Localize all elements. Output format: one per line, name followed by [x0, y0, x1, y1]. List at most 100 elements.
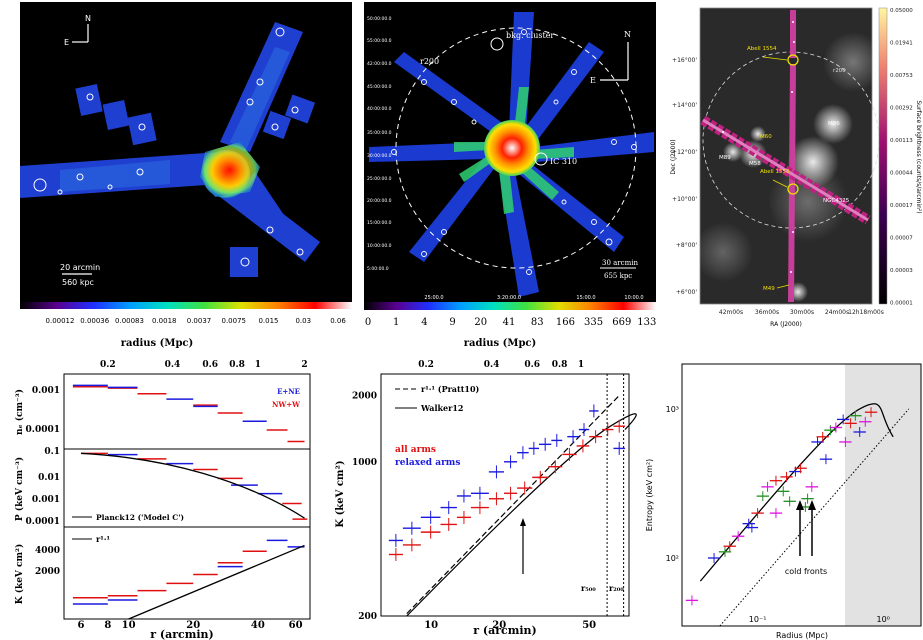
- colorbar-tick: 0.00003: [890, 268, 913, 274]
- y-tick: 0.001: [32, 386, 60, 396]
- dec-tick: 42:00:00.0: [367, 61, 392, 67]
- bottom-axis-tick: 20: [492, 620, 506, 631]
- xray-mosaic-mid-panel: bkg. cluster r200 IC 310 N E 30 arcmin 6…: [364, 2, 656, 302]
- r11-label: r¹·¹: [96, 534, 110, 544]
- dec-tick: 35:00:00.0: [367, 130, 392, 136]
- x-tick: 10⁰: [876, 615, 889, 624]
- ra-tick: 25:00.0: [424, 295, 443, 301]
- bottom-axis-tick: 8: [104, 620, 111, 631]
- legend-pratt: r¹·¹ (Pratt10): [421, 384, 480, 394]
- dec-tick: 55:00:00.0: [367, 38, 392, 44]
- ylabel: Entropy (keV cm²): [645, 459, 654, 532]
- mosaic-left-image: N E 20 arcmin 560 kpc: [20, 14, 320, 287]
- mosaic-mid-image: bkg. cluster r200 IC 310 N E 30 arcmin 6…: [367, 12, 654, 301]
- dec-tick: 50:00:00.0: [367, 16, 392, 22]
- m89-label: M89: [719, 155, 731, 161]
- y-tick: 0.001: [32, 495, 60, 505]
- top-axis-tick: 0.6: [524, 360, 540, 370]
- all-arms-label: all arms: [395, 445, 436, 455]
- colorbar-tick: 1333: [637, 317, 656, 328]
- dec-tick: 10:00:00.0: [367, 243, 392, 249]
- bottom-axis-tick: 10: [424, 620, 438, 631]
- ra-tick: 24m00s: [825, 309, 849, 316]
- xray-mosaic-left-panel: N E 20 arcmin 560 kpc: [20, 2, 352, 302]
- top-axis-tick: 0.6: [202, 360, 218, 370]
- y-tick: 10³: [666, 405, 679, 414]
- bottom-axis-tick: 60: [289, 620, 303, 631]
- colorbar-tick: 0.0018: [152, 317, 177, 325]
- planck-model-curve: [80, 452, 305, 519]
- compass-e-label: E: [590, 76, 596, 85]
- colorbar-tick: 166: [556, 317, 575, 328]
- top-axis-title: radius (Mpc): [464, 338, 537, 349]
- scale-arcmin-label: 30 arcmin: [602, 259, 638, 267]
- walker-curve: [406, 413, 637, 617]
- y-tick: 1000: [352, 458, 377, 468]
- colorbar-tick: 0.05000: [890, 8, 913, 14]
- dec-tick: +8°00': [676, 242, 697, 249]
- dec-tick: 40:00:00.0: [367, 106, 392, 112]
- colorbar-tick: 0.0037: [187, 317, 212, 325]
- dec-tick: 25:00:00.0: [367, 176, 392, 182]
- colorbar-tick: 0.00017: [890, 203, 913, 209]
- entropy-profile-plot: radius (Mpc) 0.2 0.4 0.6 0.8 1 r¹·¹ (Pratt10…: [335, 338, 637, 637]
- ra-tick: 36m00s: [755, 309, 779, 316]
- scale-arcmin-label: 20 arcmin: [60, 263, 100, 272]
- top-axis-tick: 1: [255, 360, 261, 370]
- abell1554-label: Abell 1554: [747, 46, 777, 52]
- cold-fronts-label: cold fronts: [785, 567, 827, 576]
- top-axis-tick: 0.2: [418, 360, 434, 370]
- y-tick: 2000: [35, 567, 60, 577]
- top-axis-title: radius (Mpc): [121, 338, 194, 349]
- entropy-radius-plot: cold fronts 10³ 10² 10⁻¹ 10⁰ Entropy (keV …: [645, 363, 922, 640]
- colorbar-tick: 0.00044: [890, 171, 913, 177]
- colorbar-left-ticks: 0.00012 0.00036 0.00083 0.0018 0.0037 0.0075 0…: [46, 317, 347, 325]
- y-tick: 0.0001: [26, 517, 60, 527]
- top-axis-tick: 0.2: [100, 360, 116, 370]
- compass-n-label: N: [624, 30, 631, 39]
- pratt-line: [406, 394, 620, 615]
- ra-tick: 10:00.0: [624, 295, 643, 301]
- dec-tick: +16°00': [672, 57, 697, 64]
- colorbar-tick: 0.06: [330, 317, 346, 325]
- y-tick: 10²: [666, 554, 679, 563]
- r200-label: r200: [420, 57, 439, 66]
- dec-tick: 45:00:00.0: [367, 84, 392, 90]
- ra-axis-label: RA (J2000): [770, 321, 802, 328]
- top-axis-tick: 0.8: [552, 360, 568, 370]
- colorbar-tick: 0.00292: [890, 106, 913, 112]
- xlabel: Radius (Mpc): [776, 631, 828, 640]
- colorbar-tick: 0: [365, 317, 371, 328]
- profiles-plot: radius (Mpc) 0.2 0.4 0.6 0.8 1 2 E+NE NW+W Pl…: [14, 338, 311, 640]
- bottom-axis-tick: 50: [582, 620, 596, 631]
- bottom-axis-tick: 40: [251, 620, 265, 631]
- top-axis-tick: 0.8: [229, 360, 245, 370]
- colorbar-tick: 0.00753: [890, 73, 913, 79]
- bottom-axis-tick: 6: [78, 620, 85, 631]
- top-axis-tick: 0.4: [484, 360, 500, 370]
- legend-e-ne: E+NE: [277, 387, 300, 396]
- ra-tick: 12h18m00s: [848, 309, 884, 316]
- dec-tick: +12°00': [672, 149, 697, 156]
- optical-map-panel: Abell 1554 Abell 1553 M60 M49 M86 M89 M5…: [663, 2, 923, 332]
- colorbar-tick: 0.00113: [890, 138, 913, 144]
- colorbar-tick: 0.015: [258, 317, 278, 325]
- r200-label: r₂₀₀: [609, 583, 624, 593]
- ra-tick: 30m00s: [790, 309, 814, 316]
- entropy-radius-panel: cold fronts 10³ 10² 10⁻¹ 10⁰ Entropy (keV …: [640, 334, 923, 640]
- colorbar-tick: 0.00012: [46, 317, 75, 325]
- top-axis-tick: 2: [301, 360, 307, 370]
- ngc4325-label: NGC4325: [823, 198, 850, 204]
- ra-tick: 15:00.0: [576, 295, 595, 301]
- ne-ylabel: nₑ (cm⁻³): [14, 389, 25, 435]
- legend-walker: Walker12: [420, 403, 464, 413]
- colorbar-mid: 0 1 4 9 20 41 83 166 335 669 1333: [364, 302, 656, 328]
- dec-tick: +14°00': [672, 102, 697, 109]
- colorbar-tick: 0.00001: [890, 301, 913, 307]
- bottom-axis-title: r (arcmin): [150, 628, 213, 640]
- colorbar-tick: 669: [612, 317, 631, 328]
- bkg-cluster-label: bkg. cluster: [506, 31, 554, 40]
- bottom-axis-tick: 20: [186, 620, 200, 631]
- colorbar-right-label: Surface brightness (counts/s/arcmin²): [915, 100, 922, 213]
- m49-label: M49: [763, 286, 775, 292]
